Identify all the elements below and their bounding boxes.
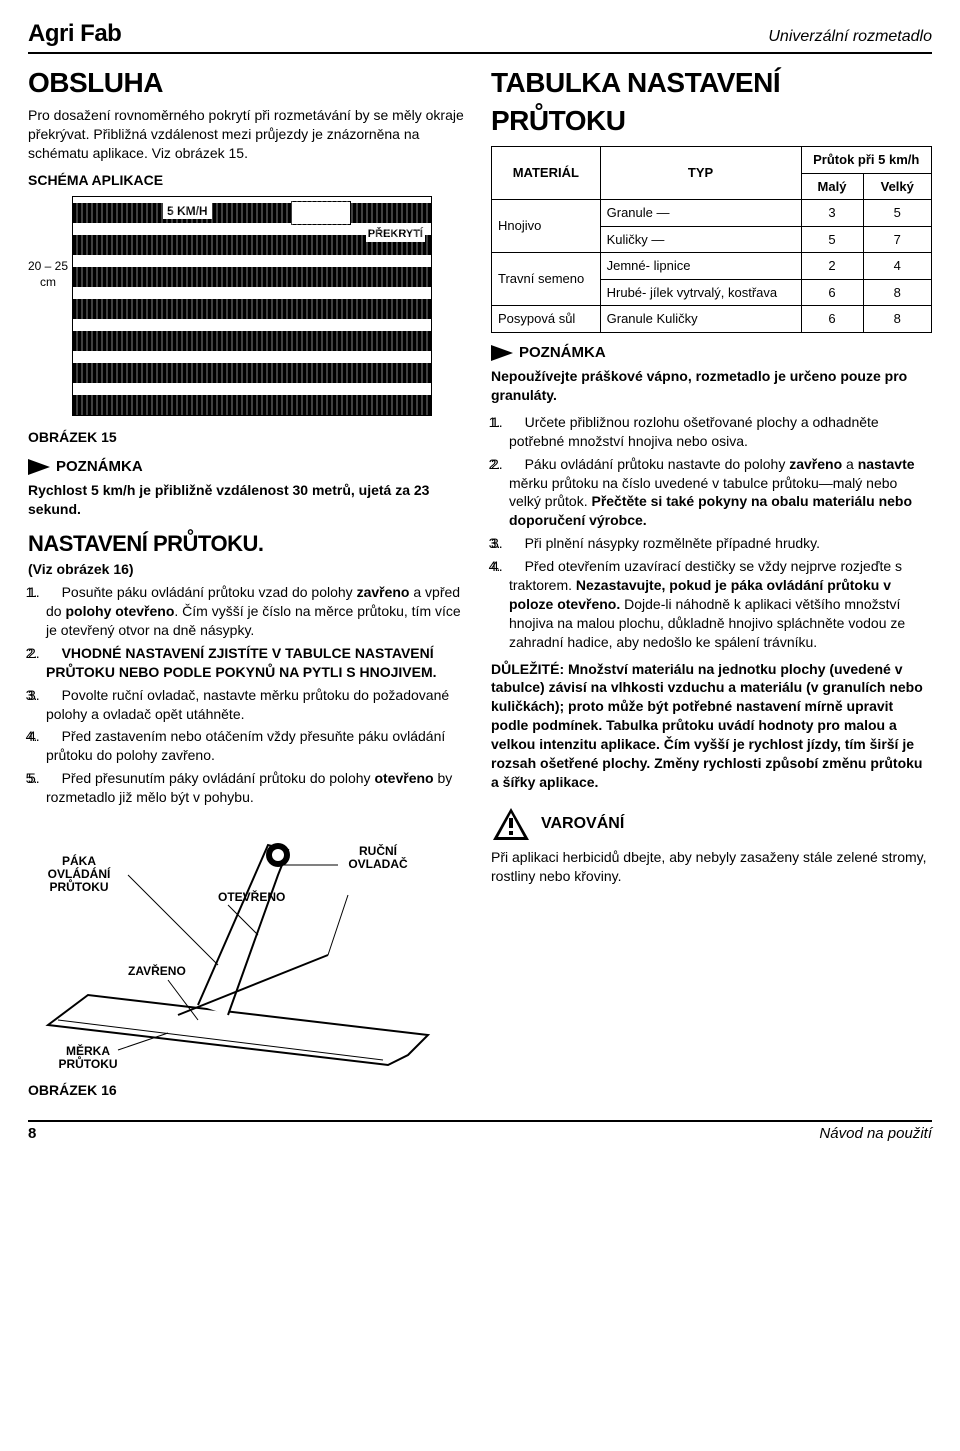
fig16-closed-label: ZAVŘENO bbox=[128, 965, 186, 978]
list-item: 2.VHODNÉ NASTAVENÍ ZJISTÍTE V TABULCE NA… bbox=[46, 644, 469, 682]
table-title-1: TABULKA NASTAVENÍ bbox=[491, 64, 932, 102]
obsluha-intro: Pro dosažení rovnoměrného pokrytí při ro… bbox=[28, 106, 469, 163]
fig16-diagram: PÁKA OVLÁDÁNÍ PRŮTOKU ZAVŘENO OTEVŘENO R… bbox=[28, 815, 468, 1075]
fig16-gauge-label: MĚRKA PRŮTOKU bbox=[48, 1045, 128, 1071]
arrow-icon bbox=[491, 345, 513, 361]
th-material: MATERIÁL bbox=[492, 146, 601, 199]
footer-title: Návod na použití bbox=[819, 1124, 932, 1144]
product-name: Univerzální rozmetadlo bbox=[768, 26, 932, 48]
schema-title: SCHÉMA APLIKACE bbox=[28, 171, 469, 190]
schema-overlap-label: PŘEKRYTÍ bbox=[366, 227, 425, 242]
table-row: Posypová sůl Granule Kuličky 6 8 bbox=[492, 306, 932, 333]
fig16-lever-label: PÁKA OVLÁDÁNÍ PRŮTOKU bbox=[34, 855, 124, 895]
schema-side-label: 20 – 25 cm bbox=[24, 258, 72, 290]
footer-bar: 8 Návod na použití bbox=[28, 1120, 932, 1144]
th-large: Velký bbox=[863, 173, 932, 200]
warning-icon bbox=[491, 806, 531, 842]
fig15-caption: OBRÁZEK 15 bbox=[28, 428, 469, 447]
list-item: 3.Při plnění násypky rozmělněte případné… bbox=[509, 534, 932, 553]
schema-speed-label: 5 KM/H bbox=[163, 203, 212, 219]
note-text-left: Rychlost 5 km/h je přibližně vzdálenost … bbox=[28, 481, 469, 519]
right-steps-list: 1.Určete přibližnou rozlohu ošetřované p… bbox=[491, 413, 932, 652]
arrow-icon bbox=[28, 459, 50, 475]
th-type: TYP bbox=[600, 146, 801, 199]
left-column: OBSLUHA Pro dosažení rovnoměrného pokryt… bbox=[28, 64, 469, 1106]
th-flow: Průtok při 5 km/h bbox=[801, 146, 932, 173]
list-item: 1.Určete přibližnou rozlohu ošetřované p… bbox=[509, 413, 932, 451]
list-item: 4.Před otevřením uzavírací destičky se v… bbox=[509, 557, 932, 651]
important-text: DŮLEŽITÉ: Množství materiálu na jednotku… bbox=[491, 660, 932, 792]
note-box-right: POZNÁMKA bbox=[491, 343, 932, 363]
brand: Agri Fab bbox=[28, 18, 121, 50]
header-bar: Agri Fab Univerzální rozmetadlo bbox=[28, 18, 932, 54]
nastaveni-title: NASTAVENÍ PRŮTOKU. bbox=[28, 529, 469, 559]
note-label: POZNÁMKA bbox=[56, 457, 143, 477]
note-box-left: POZNÁMKA bbox=[28, 457, 469, 477]
table-row: Hnojivo Granule — 3 5 bbox=[492, 200, 932, 227]
warning-text: Při aplikaci herbicidů dbejte, aby nebyl… bbox=[491, 848, 932, 886]
flow-table: MATERIÁL TYP Průtok při 5 km/h Malý Velk… bbox=[491, 146, 932, 333]
warning-box: VAROVÁNÍ bbox=[491, 806, 932, 842]
fig16-caption: OBRÁZEK 16 bbox=[28, 1081, 469, 1100]
table-title-2: PRŮTOKU bbox=[491, 102, 932, 140]
note-label-right: POZNÁMKA bbox=[519, 343, 606, 363]
list-item: 5.Před přesunutím páky ovládání průtoku … bbox=[46, 769, 469, 807]
fig16-open-label: OTEVŘENO bbox=[218, 891, 285, 904]
note-text-right: Nepoužívejte práškové vápno, rozmetadlo … bbox=[491, 367, 932, 405]
list-item: 4.Před zastavením nebo otáčením vždy pře… bbox=[46, 727, 469, 765]
schema-diagram: 20 – 25 cm 5 KM/H PŘEKRYTÍ bbox=[28, 196, 469, 416]
right-column: TABULKA NASTAVENÍ PRŮTOKU MATERIÁL TYP P… bbox=[491, 64, 932, 1106]
schema-tractor-icon bbox=[291, 201, 351, 225]
see-fig-16: (Viz obrázek 16) bbox=[28, 560, 469, 579]
th-small: Malý bbox=[801, 173, 863, 200]
warning-label: VAROVÁNÍ bbox=[541, 813, 624, 835]
left-steps-list: 1.Posuňte páku ovládání průtoku vzad do … bbox=[28, 583, 469, 807]
table-row: Travní semeno Jemné- lipnice 2 4 bbox=[492, 253, 932, 280]
section-obsluha-title: OBSLUHA bbox=[28, 64, 469, 102]
list-item: 2.Páku ovládání průtoku nastavte do polo… bbox=[509, 455, 932, 531]
list-item: 1.Posuňte páku ovládání průtoku vzad do … bbox=[46, 583, 469, 640]
page-number: 8 bbox=[28, 1124, 36, 1144]
list-item: 3.Povolte ruční ovladač, nastavte měrku … bbox=[46, 686, 469, 724]
fig16-knob-label: RUČNÍ OVLADAČ bbox=[338, 845, 418, 871]
